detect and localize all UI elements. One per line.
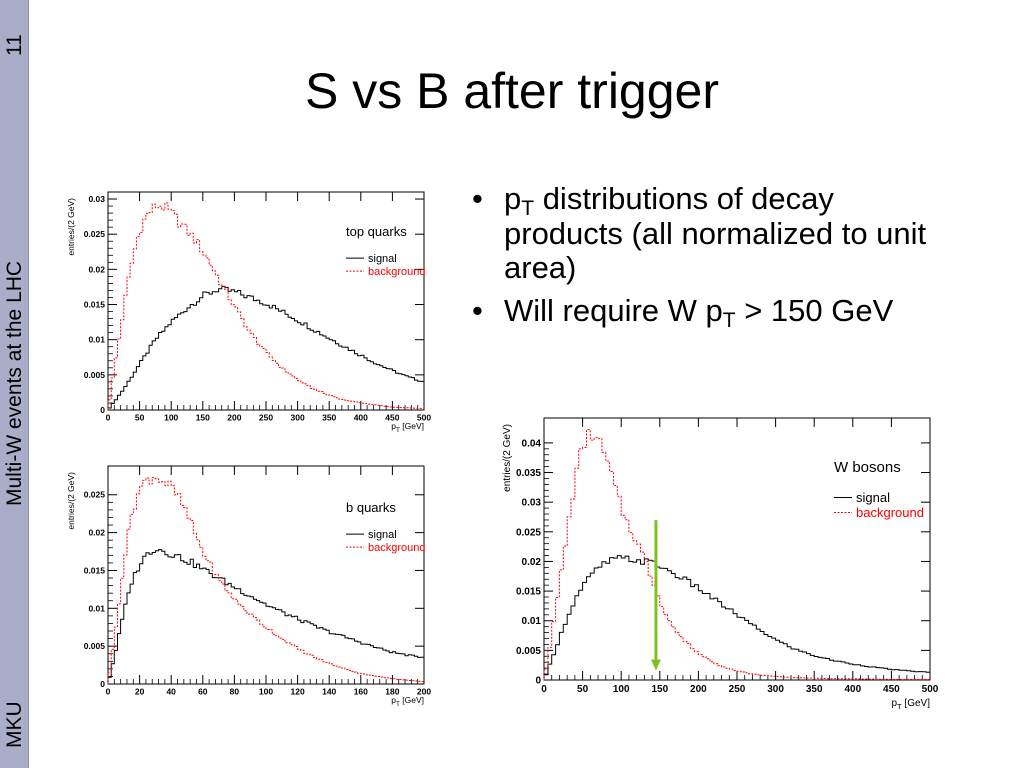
x-tick-label: 300 (291, 413, 305, 423)
plot-frame (107, 465, 425, 685)
slide-title: S vs B after trigger (304, 63, 720, 119)
legend-label: background (368, 266, 426, 278)
bullet-text: distributions of decay products (all nor… (504, 181, 927, 286)
x-axis-label: pT [GeV] (391, 695, 424, 708)
y-axis-label: entries/(2 GeV) (66, 472, 76, 530)
top-quarks-chart: 0 0.005 0.01 0.015 0.02 0.025 0.03 0 50 100 150 200… (66, 191, 431, 434)
legend-label: signal (856, 490, 890, 505)
y-tick-label: 0.03 (522, 498, 542, 509)
x-tick-label: 500 (922, 684, 939, 695)
x-tick-label: 160 (354, 687, 368, 697)
y-tick-label: 0.015 (516, 587, 541, 598)
x-axis-label: pT [GeV] (391, 421, 424, 434)
bullet-subscript: T (521, 197, 535, 220)
x-axis-label: pT [GeV] (891, 698, 930, 711)
y-tick-label: 0.025 (84, 490, 106, 500)
x-tick-label: 140 (322, 687, 336, 697)
x-tick-label: 350 (322, 413, 336, 423)
x-tick-label: 400 (844, 684, 861, 695)
x-tick-label: 20 (135, 687, 145, 697)
x-tick-label: 40 (166, 687, 176, 697)
bullet-subscript: T (722, 309, 736, 333)
chart-title: top quarks (346, 224, 407, 239)
legend-label: background (368, 542, 426, 554)
y-tick-label: 0.025 (84, 229, 106, 239)
bullet-dot-icon: • (472, 181, 483, 216)
x-tick-label: 0 (106, 687, 111, 697)
x-tick-label: 180 (385, 687, 399, 697)
w-bosons-chart: 0 0.005 0.01 0.015 0.02 0.025 0.03 0.035 0.04 0 50… (502, 417, 939, 711)
b-quarks-chart: 0 0.005 0.01 0.015 0.02 0.025 0 20 40 60 80 100 120 1… (66, 465, 431, 708)
x-tick-label: 100 (613, 684, 630, 695)
y-tick-label: 0.005 (84, 641, 106, 651)
y-tick-label: 0.005 (516, 646, 541, 657)
chart-title: b quarks (346, 500, 396, 515)
x-tick-label: 100 (164, 413, 178, 423)
x-tick-label: 300 (767, 684, 784, 695)
legend-label: signal (368, 253, 397, 265)
footer-author: MKU (3, 701, 26, 748)
x-tick-label: 250 (259, 413, 273, 423)
background-histogram (107, 202, 424, 410)
y-tick-label: 0.02 (522, 557, 542, 568)
y-tick-label: 0.01 (522, 616, 542, 627)
y-tick-label: 0.03 (88, 194, 105, 204)
x-tick-label: 80 (230, 687, 240, 697)
bullet-dot-icon: • (472, 293, 483, 329)
signal-histogram (107, 285, 424, 410)
x-tick-label: 450 (385, 413, 399, 423)
bullet-text: > 150 GeV (735, 293, 894, 329)
x-tick-label: 50 (577, 684, 589, 695)
bullet-item: • Will require W pT > 150 GeV (470, 293, 950, 333)
slide-number: 11 (3, 34, 26, 56)
footer-title: Multi-W events at the LHC (3, 260, 26, 506)
y-tick-label: 0.015 (84, 565, 106, 575)
y-tick-label: 0.015 (84, 299, 106, 309)
background-histogram (543, 429, 930, 680)
x-tick-label: 350 (806, 684, 823, 695)
y-axis-label: entries/(2 GeV) (502, 424, 513, 492)
y-tick-label: 0.005 (84, 370, 106, 380)
x-tick-label: 200 (417, 687, 431, 697)
x-tick-label: 60 (198, 687, 208, 697)
bullet-list: • pT distributions of decay products (all… (470, 181, 950, 337)
x-tick-label: 150 (651, 684, 668, 695)
bullet-text: p (504, 181, 522, 216)
x-tick-label: 100 (259, 687, 273, 697)
x-tick-label: 450 (883, 684, 900, 695)
x-tick-label: 200 (227, 413, 241, 423)
y-axis-label: entries/(2 GeV) (66, 198, 76, 256)
y-tick-label: 0.02 (88, 528, 105, 538)
plot-frame (543, 417, 931, 681)
legend-label: signal (368, 529, 397, 541)
legend-label: background (856, 505, 924, 520)
y-tick-label: 0.035 (516, 468, 541, 479)
bullet-item: • pT distributions of decay products (all… (470, 181, 950, 286)
y-tick-label: 0 (535, 676, 541, 687)
sidebar: 11 Multi-W events at the LHC MKU (0, 0, 29, 768)
plot-frame (107, 191, 425, 411)
x-tick-label: 250 (729, 684, 746, 695)
x-tick-label: 200 (690, 684, 707, 695)
y-tick-label: 0.01 (88, 335, 105, 345)
y-tick-label: 0 (100, 405, 105, 415)
chart-title: W bosons (834, 459, 901, 476)
y-tick-label: 0 (100, 679, 105, 689)
x-tick-label: 500 (417, 413, 431, 423)
y-tick-label: 0.02 (88, 264, 105, 274)
x-tick-label: 50 (135, 413, 145, 423)
y-tick-label: 0.01 (88, 603, 105, 613)
y-tick-label: 0.04 (522, 438, 542, 449)
y-tick-label: 0.025 (516, 527, 541, 538)
x-tick-label: 150 (196, 413, 210, 423)
x-tick-label: 0 (541, 684, 547, 695)
background-histogram (107, 477, 424, 684)
bullet-text: Will require W p (504, 293, 723, 329)
x-tick-label: 120 (291, 687, 305, 697)
signal-histogram (107, 549, 424, 684)
signal-histogram (543, 555, 930, 680)
cut-arrow-icon (650, 659, 661, 671)
x-tick-label: 0 (106, 413, 111, 423)
x-tick-label: 400 (354, 413, 368, 423)
